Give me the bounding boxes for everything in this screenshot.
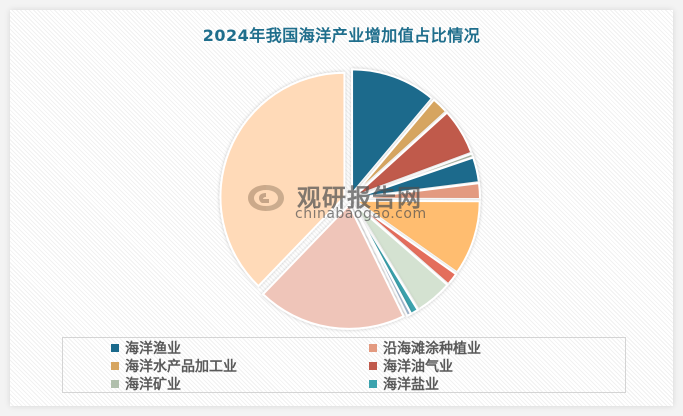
legend-item: 海洋水产品加工业 (111, 356, 237, 375)
legend-item: 海洋油气业 (369, 356, 453, 375)
legend-swatch (111, 379, 119, 388)
legend-item: 沿海滩涂种植业 (369, 338, 481, 357)
pie-slice (351, 68, 434, 197)
legend-swatch (369, 379, 377, 388)
legend-label: 海洋矿业 (125, 376, 181, 393)
pie-slice (353, 202, 449, 311)
legend-swatch (111, 361, 119, 370)
legend-label: 沿海滩涂种植业 (383, 340, 481, 357)
legend-item: 海洋矿业 (111, 374, 181, 393)
legend-label: 海洋水产品加工业 (125, 358, 237, 375)
pie-slice (355, 156, 480, 199)
pie-slice (354, 201, 458, 286)
legend-swatch (111, 343, 119, 352)
legend-item: 海洋盐业 (369, 374, 439, 393)
pie-slice (353, 98, 448, 196)
pie-slice (351, 203, 413, 318)
pie-slice (352, 199, 481, 274)
chart-title: 2024年我国海洋产业增加值占比情况 (202, 26, 481, 45)
pie-slice (261, 203, 405, 330)
legend-swatch (369, 343, 377, 352)
legend-label: 海洋渔业 (125, 340, 181, 357)
pie-slice (219, 71, 346, 288)
legend-label: 海洋盐业 (383, 376, 439, 393)
legend: 海洋渔业 沿海滩涂种植业 海洋水产品加工业 海洋油气业 海洋矿业 海洋盐业 (62, 337, 626, 393)
pie-slice (355, 181, 481, 201)
legend-swatch (369, 361, 377, 370)
legend-item: 海洋渔业 (111, 338, 181, 357)
legend-label: 海洋油气业 (383, 358, 453, 375)
pie-slice (354, 111, 473, 197)
